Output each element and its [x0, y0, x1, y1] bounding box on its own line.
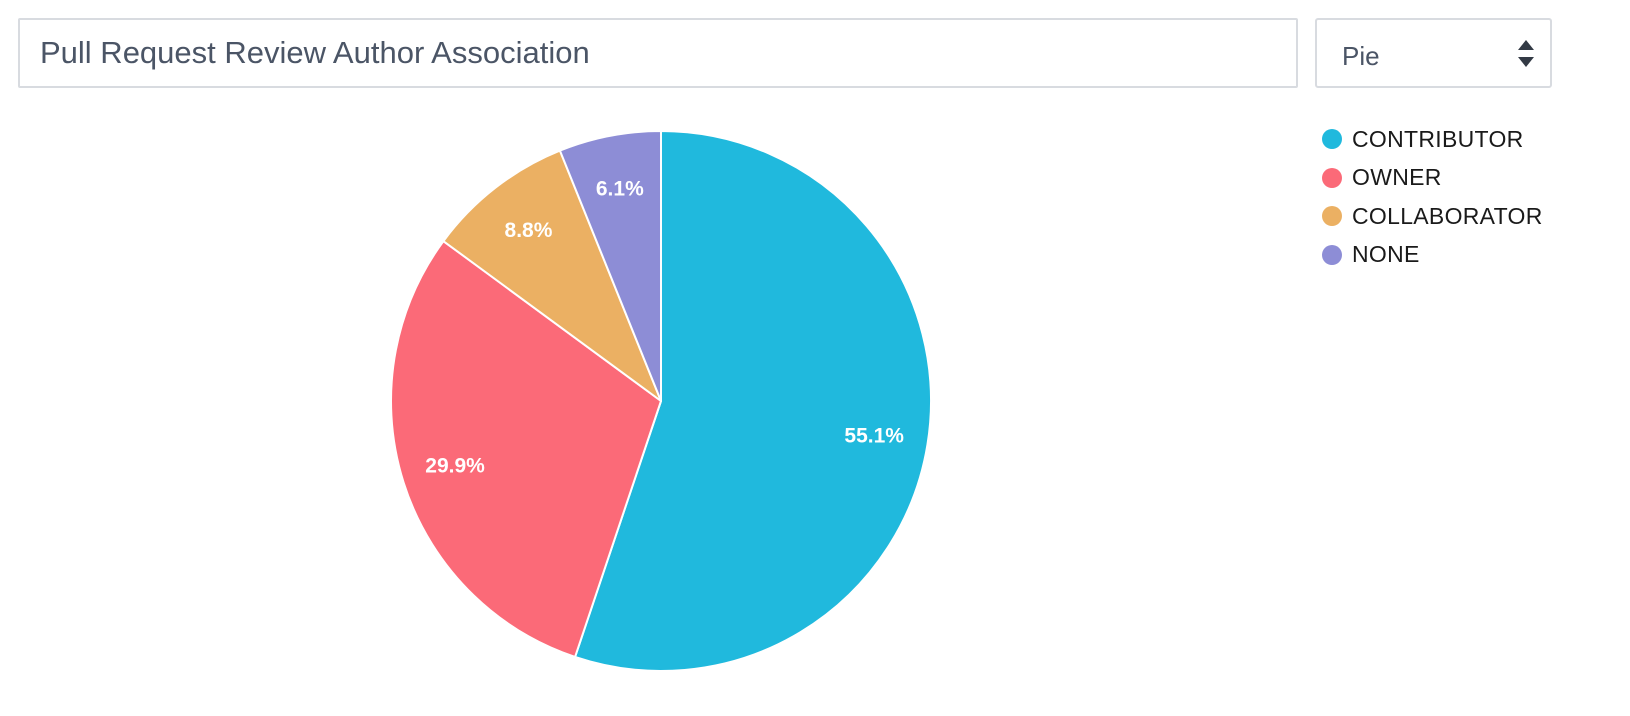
- legend-dot-icon: [1322, 167, 1342, 188]
- legend-item-contributor[interactable]: CONTRIBUTOR: [1320, 120, 1630, 159]
- slice-label-collaborator: 8.8%: [505, 219, 553, 242]
- legend-label: COLLABORATOR: [1352, 202, 1543, 229]
- pie-slice-owner[interactable]: [390, 240, 662, 658]
- slice-label-owner: 29.9%: [425, 455, 485, 478]
- chart-title-input[interactable]: [18, 18, 1298, 88]
- slice-label-none: 6.1%: [596, 177, 644, 200]
- pie-labels: 55.1% 29.9% 8.8% 6.1%: [425, 177, 904, 477]
- legend-item-none[interactable]: NONE: [1320, 236, 1630, 275]
- legend-dot-icon: [1322, 129, 1342, 150]
- chart-type-value: Pie: [1342, 41, 1380, 71]
- pie-slice-collaborator[interactable]: [442, 149, 662, 402]
- legend-label: CONTRIBUTOR: [1352, 125, 1524, 152]
- updown-arrows-icon: [1516, 38, 1536, 70]
- pie-slice-none[interactable]: [558, 130, 662, 402]
- legend-item-owner[interactable]: OWNER: [1320, 159, 1630, 198]
- chart-type-select[interactable]: Pie: [1315, 18, 1552, 88]
- pie-slices: [390, 130, 932, 672]
- chart-legend: CONTRIBUTOR OWNER COLLABORATOR NONE: [1320, 120, 1630, 274]
- legend-dot-icon: [1322, 206, 1342, 227]
- slice-label-contributor: 55.1%: [844, 424, 904, 447]
- legend-label: NONE: [1352, 241, 1420, 268]
- legend-label: OWNER: [1352, 164, 1442, 191]
- legend-item-collaborator[interactable]: COLLABORATOR: [1320, 197, 1630, 236]
- pie-slice-contributor[interactable]: [574, 130, 932, 672]
- legend-dot-icon: [1322, 244, 1342, 265]
- pie-chart: 55.1% 29.9% 8.8% 6.1%: [390, 130, 932, 672]
